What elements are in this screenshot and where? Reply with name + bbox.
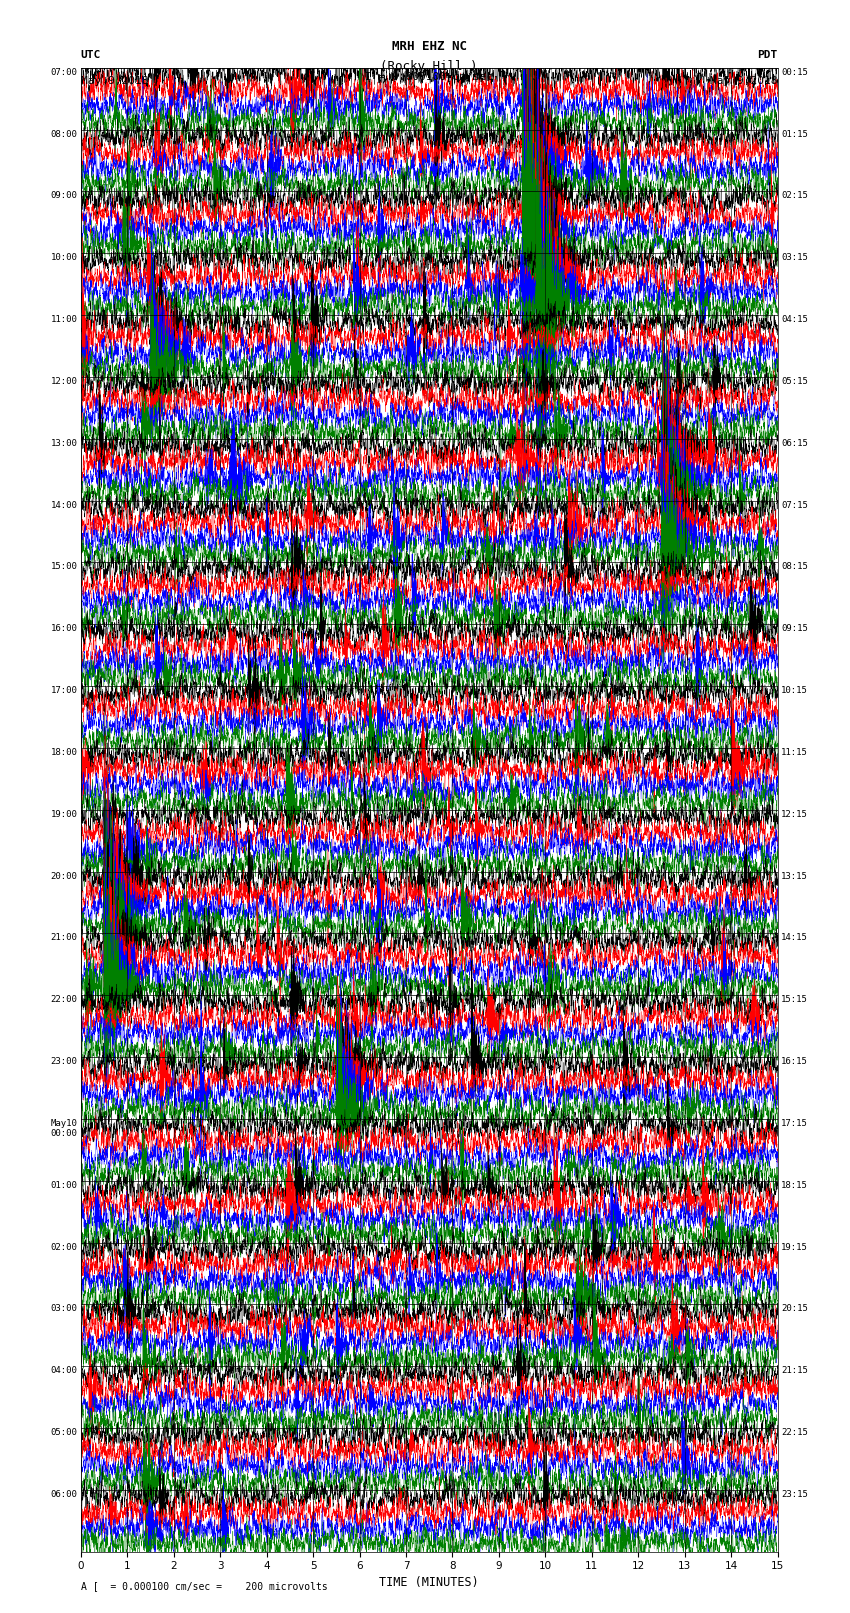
Text: 03:00: 03:00 <box>50 1305 77 1313</box>
Text: 21:15: 21:15 <box>781 1366 808 1376</box>
Text: 16:15: 16:15 <box>781 1057 808 1066</box>
Text: PDT: PDT <box>757 50 778 60</box>
Text: 23:15: 23:15 <box>781 1490 808 1498</box>
Text: 14:00: 14:00 <box>50 500 77 510</box>
Text: May10
00:00: May10 00:00 <box>50 1119 77 1139</box>
Text: 15:15: 15:15 <box>781 995 808 1005</box>
Text: 03:15: 03:15 <box>781 253 808 263</box>
Text: 10:15: 10:15 <box>781 686 808 695</box>
Text: 17:15: 17:15 <box>781 1119 808 1127</box>
Text: 09:15: 09:15 <box>781 624 808 634</box>
Text: (Rocky Hill ): (Rocky Hill ) <box>381 60 478 73</box>
Text: 12:15: 12:15 <box>781 810 808 819</box>
Text: 20:15: 20:15 <box>781 1305 808 1313</box>
Text: I = 0.000100 cm/sec: I = 0.000100 cm/sec <box>366 73 493 82</box>
Text: 10:00: 10:00 <box>50 253 77 263</box>
Text: 18:15: 18:15 <box>781 1181 808 1190</box>
Text: UTC: UTC <box>81 50 101 60</box>
Text: 01:15: 01:15 <box>781 129 808 139</box>
Text: 13:00: 13:00 <box>50 439 77 448</box>
Text: 23:00: 23:00 <box>50 1057 77 1066</box>
Text: 18:00: 18:00 <box>50 748 77 756</box>
Text: A [  = 0.000100 cm/sec =    200 microvolts: A [ = 0.000100 cm/sec = 200 microvolts <box>81 1581 327 1590</box>
Text: 08:00: 08:00 <box>50 129 77 139</box>
Text: 21:00: 21:00 <box>50 934 77 942</box>
Text: May 9,2018: May 9,2018 <box>81 76 148 85</box>
Text: 20:00: 20:00 <box>50 871 77 881</box>
Text: 07:00: 07:00 <box>50 68 77 77</box>
Text: 09:00: 09:00 <box>50 192 77 200</box>
Text: 06:15: 06:15 <box>781 439 808 448</box>
Text: 13:15: 13:15 <box>781 871 808 881</box>
Text: 04:15: 04:15 <box>781 315 808 324</box>
Text: 08:15: 08:15 <box>781 563 808 571</box>
Text: 19:15: 19:15 <box>781 1242 808 1252</box>
Text: 15:00: 15:00 <box>50 563 77 571</box>
Text: 05:15: 05:15 <box>781 377 808 386</box>
Text: 16:00: 16:00 <box>50 624 77 634</box>
Text: 17:00: 17:00 <box>50 686 77 695</box>
Text: 11:15: 11:15 <box>781 748 808 756</box>
Text: 12:00: 12:00 <box>50 377 77 386</box>
Text: MRH EHZ NC: MRH EHZ NC <box>392 40 467 53</box>
X-axis label: TIME (MINUTES): TIME (MINUTES) <box>379 1576 479 1589</box>
Text: 07:15: 07:15 <box>781 500 808 510</box>
Text: 00:15: 00:15 <box>781 68 808 77</box>
Text: 01:00: 01:00 <box>50 1181 77 1190</box>
Text: 02:15: 02:15 <box>781 192 808 200</box>
Text: 06:00: 06:00 <box>50 1490 77 1498</box>
Text: 14:15: 14:15 <box>781 934 808 942</box>
Text: May 9,2018: May 9,2018 <box>711 76 778 85</box>
Text: 11:00: 11:00 <box>50 315 77 324</box>
Text: 02:00: 02:00 <box>50 1242 77 1252</box>
Text: 05:00: 05:00 <box>50 1428 77 1437</box>
Text: 19:00: 19:00 <box>50 810 77 819</box>
Text: 22:00: 22:00 <box>50 995 77 1005</box>
Text: 04:00: 04:00 <box>50 1366 77 1376</box>
Text: 22:15: 22:15 <box>781 1428 808 1437</box>
